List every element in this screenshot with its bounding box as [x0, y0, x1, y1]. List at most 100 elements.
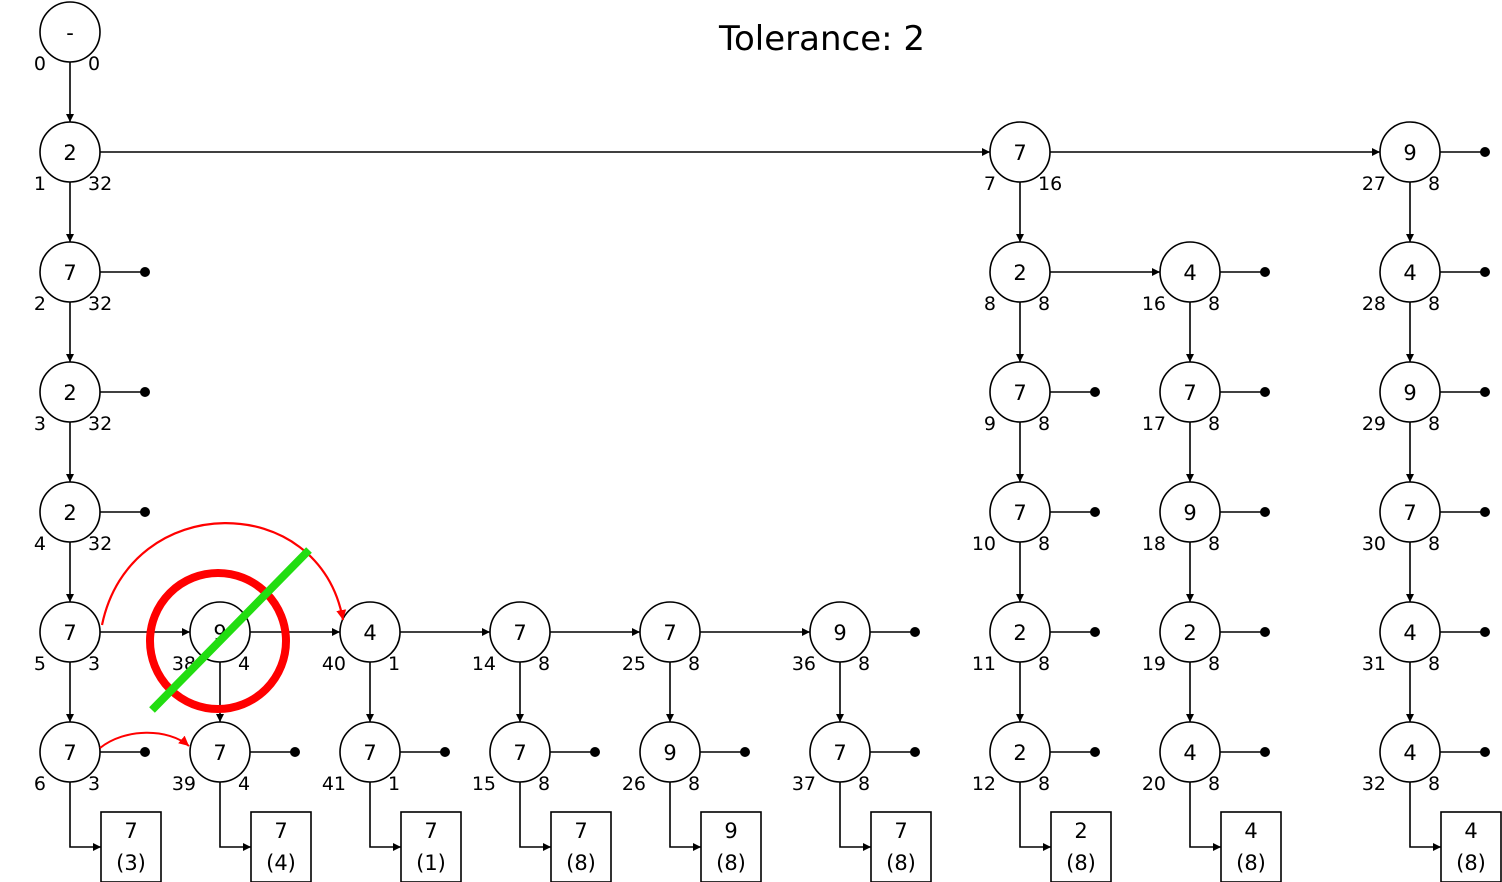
leaf-box-frame	[550, 811, 612, 882]
trie-node: 28 8	[984, 241, 1051, 315]
node-label: 4	[1403, 261, 1416, 285]
leaf-box-count: (8)	[886, 851, 916, 875]
node-left-number: 10	[972, 533, 996, 555]
trie-node: 4 20 8	[1142, 721, 1221, 795]
terminal-dot	[140, 387, 150, 397]
node-label: 2	[1013, 741, 1026, 765]
leaf-box-count: (1)	[416, 851, 446, 875]
strike-through-line	[149, 547, 312, 713]
terminal-dot	[1480, 267, 1490, 277]
node-left-number: 37	[792, 773, 816, 795]
node-circle	[1379, 361, 1441, 423]
node-right-number: 32	[88, 293, 112, 315]
node-circle	[989, 121, 1051, 183]
trie-node: 9 26 8	[622, 721, 701, 795]
node-left-number: 17	[1142, 413, 1166, 435]
leaf-box-frame	[870, 811, 932, 882]
node-left-number: 19	[1142, 653, 1166, 675]
node-left-number: 14	[472, 653, 496, 675]
node-left-number: 26	[622, 773, 646, 795]
node-circle	[489, 721, 551, 783]
node-circle	[809, 721, 871, 783]
node-label: 7	[63, 261, 76, 285]
leaf-box-frame	[1440, 811, 1502, 882]
node-circle	[1379, 481, 1441, 543]
node-right-number: 4	[238, 653, 250, 675]
trie-node: 72 32	[34, 241, 112, 315]
leaf-box-frame	[250, 811, 312, 882]
trie-node: 7 14 8	[472, 601, 551, 675]
terminal-dot	[910, 747, 920, 757]
trie-node: 938 4	[172, 601, 251, 675]
terminal-dot	[140, 267, 150, 277]
node-right-number: 8	[1038, 773, 1050, 795]
node-label: 7	[833, 741, 846, 765]
node-right-number: 3	[88, 653, 100, 675]
node-left-number: 41	[322, 773, 346, 795]
node-label: 9	[1183, 501, 1196, 525]
edge-to-box-n39	[219, 782, 251, 851]
leaf-box-frame	[1220, 811, 1282, 882]
trie-node: 75 3	[34, 601, 101, 675]
node-right-number: 8	[1428, 533, 1440, 555]
node-label: 2	[1183, 621, 1196, 645]
node-right-number: 8	[1208, 653, 1220, 675]
leaf-box-label: 7	[424, 819, 437, 843]
node-circle	[1159, 361, 1221, 423]
node-left-number: 36	[792, 653, 816, 675]
node-right-number: 8	[1428, 413, 1440, 435]
leaf-box-label: 7	[124, 819, 137, 843]
node-right-number: 8	[1038, 413, 1050, 435]
leaf-box-count: (8)	[1456, 851, 1486, 875]
node-left-number: 0	[34, 53, 46, 75]
node-circle	[189, 601, 251, 663]
node-circle	[809, 601, 871, 663]
node-circle	[189, 721, 251, 783]
node-left-number: 16	[1142, 293, 1166, 315]
node-right-number: 3	[88, 773, 100, 795]
trie-node: 4 40 1	[322, 601, 401, 675]
node-circle	[989, 601, 1051, 663]
trie-node: 76 3	[34, 721, 101, 795]
leaf-box-label: 7	[574, 819, 587, 843]
node-left-number: 20	[1142, 773, 1166, 795]
node-label: 9	[663, 741, 676, 765]
node-right-number: 32	[88, 533, 112, 555]
node-label: 2	[1013, 621, 1026, 645]
terminal-dot	[1480, 627, 1490, 637]
trie-node: 4 31 8	[1362, 601, 1441, 675]
node-right-number: 8	[1208, 413, 1220, 435]
node-label: -	[66, 21, 74, 45]
node-left-number: 27	[1362, 173, 1386, 195]
node-circle	[989, 361, 1051, 423]
trie-node: 7 15 8	[472, 721, 551, 795]
leaf-box: 7(3)	[100, 811, 162, 882]
node-label: 9	[1403, 381, 1416, 405]
trie-node: 21 32	[34, 121, 112, 195]
leaf-box-label: 4	[1244, 819, 1257, 843]
node-left-number: 4	[34, 533, 46, 555]
trie-node: 4 28 8	[1362, 241, 1441, 315]
node-label: 2	[1013, 261, 1026, 285]
node-right-number: 1	[388, 773, 400, 795]
node-label: 7	[1013, 141, 1026, 165]
leaf-box-label: 9	[724, 819, 737, 843]
terminal-dot	[740, 747, 750, 757]
node-circle	[339, 601, 401, 663]
node-label: 7	[213, 741, 226, 765]
trie-node: 7 39 4	[172, 721, 251, 795]
leaf-boxes: 7(3)7(4)7(1)7(8)9(8)7(8)2(8)4(8)4(8)	[100, 811, 1502, 882]
node-circle	[1159, 601, 1221, 663]
leaf-box-frame	[100, 811, 162, 882]
terminal-dot	[140, 747, 150, 757]
node-left-number: 7	[984, 173, 996, 195]
node-circle	[39, 481, 101, 543]
node-left-number: 18	[1142, 533, 1166, 555]
node-label: 4	[1183, 261, 1196, 285]
node-left-number: 9	[984, 413, 996, 435]
trie-node: 2 11 8	[972, 601, 1051, 675]
node-right-number: 8	[688, 773, 700, 795]
leaf-box-count: (3)	[116, 851, 146, 875]
leaf-box-count: (8)	[1236, 851, 1266, 875]
